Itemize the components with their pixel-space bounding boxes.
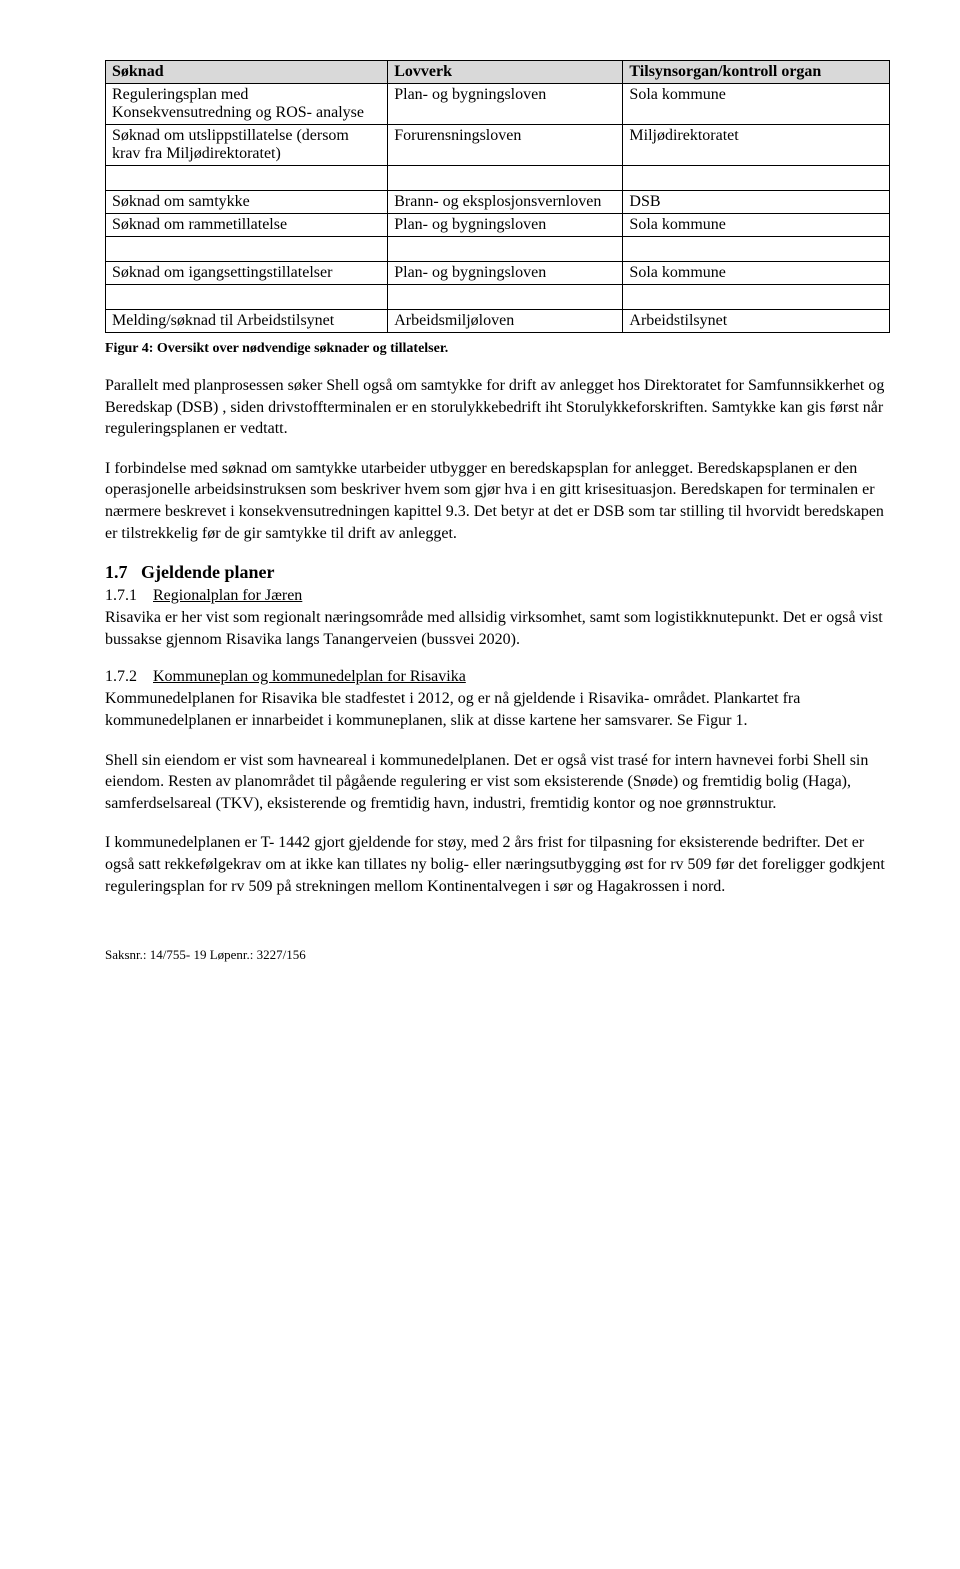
cell: Miljødirektoratet: [623, 125, 890, 166]
cell: DSB: [623, 191, 890, 214]
cell: [388, 285, 623, 310]
table-row: [106, 237, 890, 262]
section-heading: 1.7 Gjeldende planer: [105, 562, 890, 583]
cell: Arbeidsmiljøloven: [388, 310, 623, 333]
cell: Brann- og eksplosjonsvernloven: [388, 191, 623, 214]
cell: [106, 166, 388, 191]
table-row: Reguleringsplan med Konsekvensutredning …: [106, 84, 890, 125]
cell: Plan- og bygningsloven: [388, 84, 623, 125]
paragraph: Kommunedelplanen for Risavika ble stadfe…: [105, 688, 890, 731]
subsection-number: 1.7.1: [105, 587, 149, 605]
cell: Søknad om samtykke: [106, 191, 388, 214]
th-lovverk: Lovverk: [388, 61, 623, 84]
cell: Forurensningsloven: [388, 125, 623, 166]
cell: Søknad om igangsettingstillatelser: [106, 262, 388, 285]
subsection-heading: 1.7.2 Kommuneplan og kommunedelplan for …: [105, 668, 890, 686]
cell: Reguleringsplan med Konsekvensutredning …: [106, 84, 388, 125]
figure-caption: Figur 4: Oversikt over nødvendige søknad…: [105, 341, 890, 357]
cell: Plan- og bygningsloven: [388, 262, 623, 285]
cell: Plan- og bygningsloven: [388, 214, 623, 237]
cell: [388, 166, 623, 191]
table-row: [106, 166, 890, 191]
cell: Sola kommune: [623, 262, 890, 285]
cell: [623, 166, 890, 191]
table-row: Melding/søknad til Arbeidstilsynet Arbei…: [106, 310, 890, 333]
th-tilsyn: Tilsynsorgan/kontroll organ: [623, 61, 890, 84]
table-row: Søknad om samtykke Brann- og eksplosjons…: [106, 191, 890, 214]
table-row: Søknad om rammetillatelse Plan- og bygni…: [106, 214, 890, 237]
cell: Søknad om rammetillatelse: [106, 214, 388, 237]
cell: Melding/søknad til Arbeidstilsynet: [106, 310, 388, 333]
subsection-title: Regionalplan for Jæren: [153, 587, 302, 604]
cell: [106, 285, 388, 310]
subsection-title: Kommuneplan og kommunedelplan for Risavi…: [153, 668, 466, 685]
cell: Sola kommune: [623, 214, 890, 237]
footer-caseno: Saksnr.: 14/755- 19 Løpenr.: 3227/156: [105, 947, 890, 963]
th-soknad: Søknad: [106, 61, 388, 84]
section-number: 1.7: [105, 562, 128, 582]
table-row: [106, 285, 890, 310]
paragraph: Parallelt med planprosessen søker Shell …: [105, 375, 890, 440]
cell: [388, 237, 623, 262]
cell: Søknad om utslippstillatelse (dersom kra…: [106, 125, 388, 166]
paragraph: I forbindelse med søknad om samtykke uta…: [105, 458, 890, 544]
paragraph: Risavika er her vist som regionalt nærin…: [105, 607, 890, 650]
applications-table: Søknad Lovverk Tilsynsorgan/kontroll org…: [105, 60, 890, 333]
paragraph: I kommunedelplanen er T- 1442 gjort gjel…: [105, 832, 890, 897]
cell: [623, 237, 890, 262]
section-title: Gjeldende planer: [141, 562, 275, 582]
subsection-heading: 1.7.1 Regionalplan for Jæren: [105, 587, 890, 605]
table-row: Søknad om utslippstillatelse (dersom kra…: [106, 125, 890, 166]
table-row: Søknad om igangsettingstillatelser Plan-…: [106, 262, 890, 285]
paragraph: Shell sin eiendom er vist som havneareal…: [105, 750, 890, 815]
subsection-number: 1.7.2: [105, 668, 149, 686]
cell: [106, 237, 388, 262]
cell: Sola kommune: [623, 84, 890, 125]
cell: [623, 285, 890, 310]
cell: Arbeidstilsynet: [623, 310, 890, 333]
